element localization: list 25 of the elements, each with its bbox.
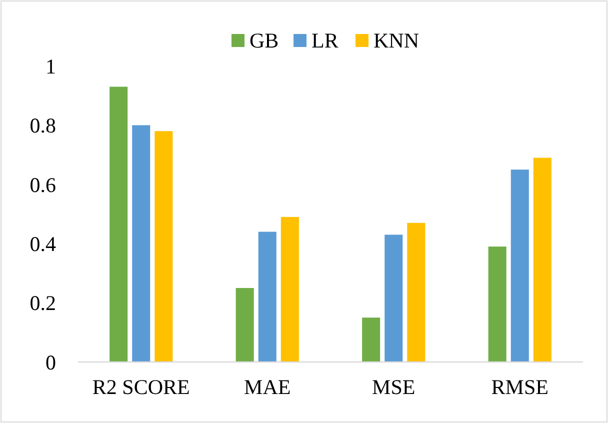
bar <box>236 288 254 362</box>
bar <box>110 86 128 362</box>
bar <box>362 318 380 362</box>
bar <box>258 232 276 362</box>
bar <box>280 216 299 362</box>
y-tick-label: 0.2 <box>30 291 56 316</box>
legend-label: GB <box>250 28 279 52</box>
legend-label: KNN <box>374 28 419 52</box>
y-tick-label: 1 <box>46 54 56 78</box>
x-tick-label: MAE <box>244 375 291 399</box>
x-tick-label: RMSE <box>491 375 548 399</box>
y-tick-label: 0 <box>46 350 56 374</box>
x-tick-label: R2 SCORE <box>92 375 190 399</box>
y-tick-label: 0.8 <box>30 114 56 138</box>
legend-label: LR <box>312 28 338 52</box>
y-tick-label: 0.6 <box>30 172 56 197</box>
bar <box>510 170 529 362</box>
bar <box>533 158 552 362</box>
bar <box>407 222 426 362</box>
y-tick-label: 0.4 <box>30 232 56 256</box>
bar <box>384 234 403 362</box>
bar <box>132 125 150 362</box>
bar <box>154 131 173 362</box>
bar <box>488 246 506 362</box>
x-tick-label: MSE <box>372 375 416 399</box>
